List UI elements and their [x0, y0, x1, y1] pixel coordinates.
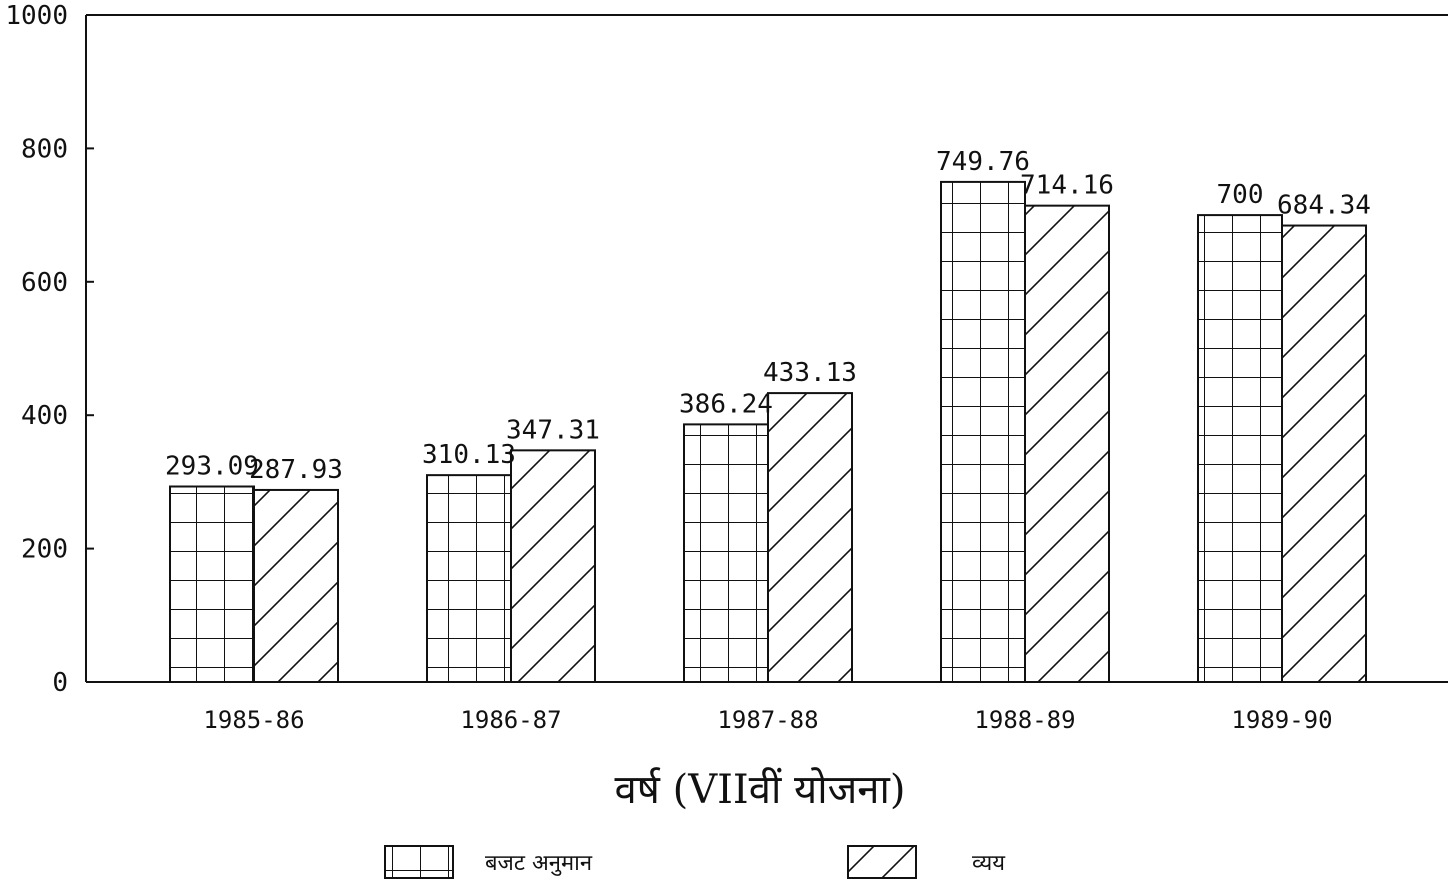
bar-expenditure [1281, 224, 1367, 683]
x-axis-title: वर्ष (VIIवीं योजना) [615, 767, 906, 813]
legend-label: व्यय [972, 851, 1006, 876]
data-label: 433.13 [763, 358, 857, 388]
bars [169, 180, 1367, 684]
x-tick-label: 1985-86 [203, 706, 304, 734]
bar-budget [1197, 214, 1283, 683]
x-tick-label: 1988-89 [974, 706, 1075, 734]
y-tick-label: 400 [21, 401, 68, 431]
data-label: 714.16 [1020, 171, 1114, 201]
x-tick-label: 1989-90 [1231, 706, 1332, 734]
x-tick-label: 1986-87 [460, 706, 561, 734]
data-label: 293.09 [165, 452, 259, 482]
bar-expenditure [510, 449, 596, 684]
y-tick-label: 1000 [5, 1, 68, 31]
x-tick-label: 1987-88 [717, 706, 818, 734]
data-label: 287.93 [249, 455, 343, 485]
y-tick-label: 600 [21, 268, 68, 298]
bar-budget [683, 423, 769, 683]
bar-budget [426, 474, 512, 683]
y-tick-label: 800 [21, 134, 68, 164]
data-label: 347.31 [506, 415, 600, 445]
data-label: 749.76 [936, 147, 1030, 177]
bar-budget [169, 485, 255, 683]
legend-label: बजट अनुमान [485, 851, 593, 876]
data-label: 684.34 [1277, 191, 1371, 221]
y-tick-label: 200 [21, 535, 68, 565]
data-label: 310.13 [422, 440, 516, 470]
bar-budget [940, 180, 1026, 683]
bar-expenditure [253, 488, 339, 683]
data-label: 386.24 [679, 389, 773, 419]
legend-swatch [384, 845, 454, 879]
legend: बजट अनुमान व्यय [384, 845, 1006, 879]
legend-swatch [847, 845, 917, 879]
bar-expenditure [1024, 204, 1110, 683]
data-label: 700 [1217, 180, 1264, 210]
bar-expenditure [767, 392, 853, 683]
y-tick-label: 0 [52, 668, 68, 698]
